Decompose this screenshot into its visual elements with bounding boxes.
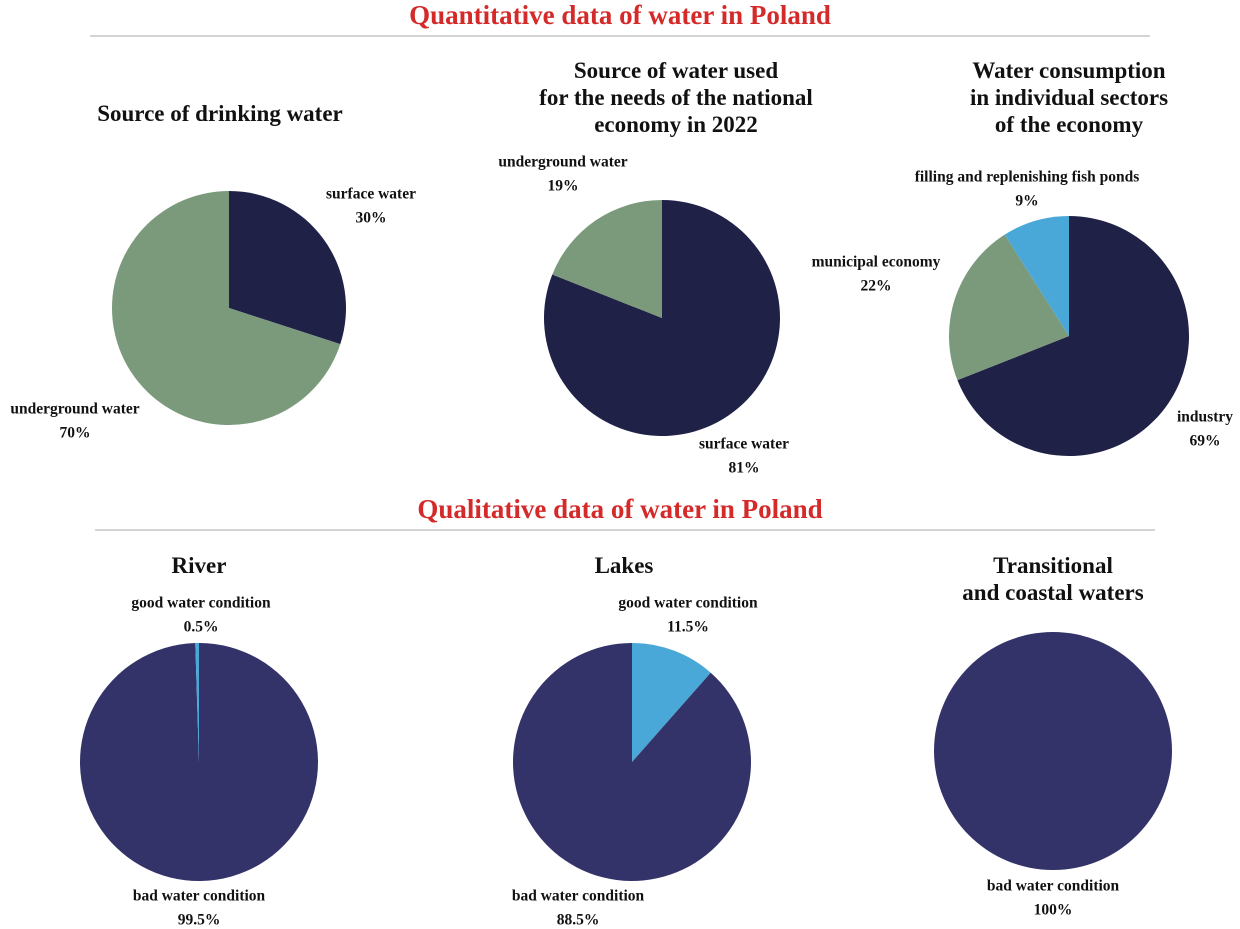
slice-label: good water condition <box>618 595 758 612</box>
slice-value: 69% <box>1190 433 1221 450</box>
slice-label: surface water <box>326 186 416 203</box>
slice-value: 81% <box>729 460 760 477</box>
slice-label: bad water condition <box>133 888 266 905</box>
pie-slice <box>632 643 711 762</box>
chart-title: Transitional and coastal waters <box>962 553 1144 605</box>
pie-slice <box>934 632 1172 870</box>
pie-slice <box>229 191 347 345</box>
pie-slice <box>552 200 662 318</box>
chart-title: Water consumption in individual sectors … <box>969 58 1169 137</box>
pie-slice <box>513 643 752 882</box>
slice-value: 9% <box>1015 193 1038 210</box>
slice-value: 100% <box>1034 902 1073 919</box>
slice-value: 22% <box>861 278 892 295</box>
slice-value: 99.5% <box>178 912 221 929</box>
chart-title: Lakes <box>594 553 654 578</box>
slice-label: municipal economy <box>812 254 941 271</box>
slice-label: surface water <box>699 436 789 453</box>
slice-label: good water condition <box>131 595 271 612</box>
slice-label: bad water condition <box>512 888 645 905</box>
slice-label: filling and replenishing fish ponds <box>915 169 1140 186</box>
chart-title: Source of drinking water <box>97 101 343 126</box>
slice-value: 70% <box>60 425 91 442</box>
section-heading: Qualitative data of water in Poland <box>417 494 823 524</box>
slice-value: 0.5% <box>184 619 219 636</box>
slice-value: 30% <box>356 210 387 227</box>
slice-label: underground water <box>10 401 139 418</box>
slice-value: 88.5% <box>557 912 600 929</box>
pie-slice <box>949 234 1069 381</box>
chart-title: Source of water used for the needs of th… <box>539 58 813 137</box>
pie-slice <box>112 191 341 425</box>
section-heading: Quantitative data of water in Poland <box>409 0 831 30</box>
slice-label: underground water <box>498 154 627 171</box>
pie-slice <box>957 216 1189 456</box>
slice-value: 19% <box>548 178 579 195</box>
slice-label: bad water condition <box>987 878 1120 895</box>
pie-slice <box>195 643 199 762</box>
pie-slice <box>79 643 318 882</box>
slice-label: industry <box>1177 409 1233 426</box>
pie-slice <box>1004 216 1069 336</box>
chart-title: River <box>171 553 227 578</box>
slice-value: 11.5% <box>667 619 709 636</box>
